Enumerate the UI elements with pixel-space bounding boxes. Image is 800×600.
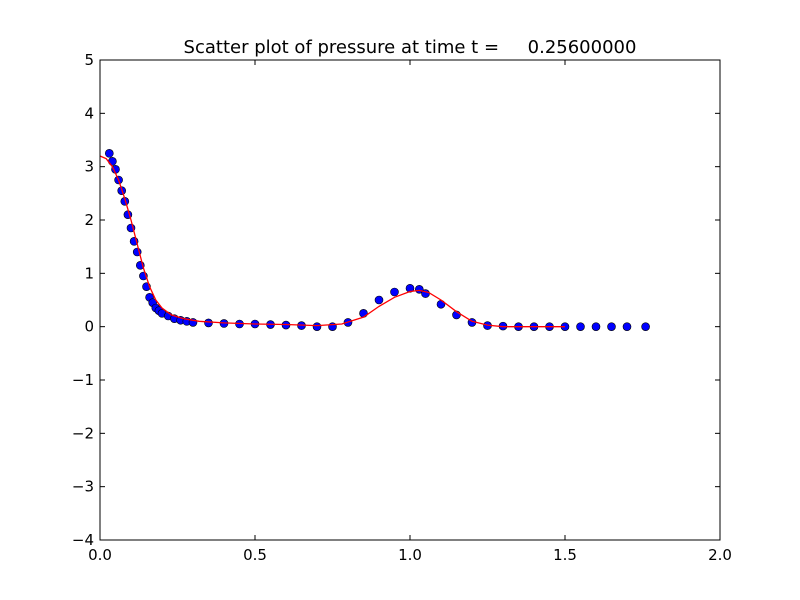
x-tick-label: 1.0 [398, 546, 422, 564]
x-tick-label: 1.5 [553, 546, 577, 564]
plot-area [99, 149, 650, 331]
axes: 0.0 0.5 1.0 1.5 2.0 5 4 3 2 1 0 −1 −2 −3 −4 [72, 51, 732, 564]
scatter-point [359, 309, 368, 318]
y-tick-label: 5 [84, 51, 94, 69]
x-tick-label: 0.0 [88, 546, 112, 564]
scatter-point [641, 322, 650, 331]
chart-title: Scatter plot of pressure at time t = 0.2… [184, 37, 637, 58]
scatter-point [204, 318, 213, 328]
scatter-point [374, 295, 384, 305]
plot-frame [99, 59, 721, 541]
y-tick-label: −1 [72, 371, 94, 389]
y-tick-label: −4 [72, 531, 94, 549]
scatter-point [622, 322, 632, 331]
scatter-point [591, 322, 601, 331]
y-tick-label: −3 [72, 478, 94, 496]
y-tick-label: −2 [72, 424, 94, 442]
y-tick-label: 1 [84, 264, 94, 282]
series-line [99, 155, 565, 328]
scatter-point [576, 322, 585, 331]
scatter-point [312, 322, 322, 331]
x-tick-label: 0.5 [243, 546, 267, 564]
scatter-point [390, 287, 399, 297]
y-tick-label: 0 [84, 318, 94, 336]
y-tick-label: 2 [84, 211, 94, 229]
scatter-point [607, 322, 616, 331]
x-tick-label: 2.0 [708, 546, 732, 564]
y-tick-label: 4 [84, 104, 94, 122]
scatter-point [105, 149, 114, 158]
scatter-point [405, 283, 415, 293]
y-tick-label: 3 [84, 158, 94, 176]
